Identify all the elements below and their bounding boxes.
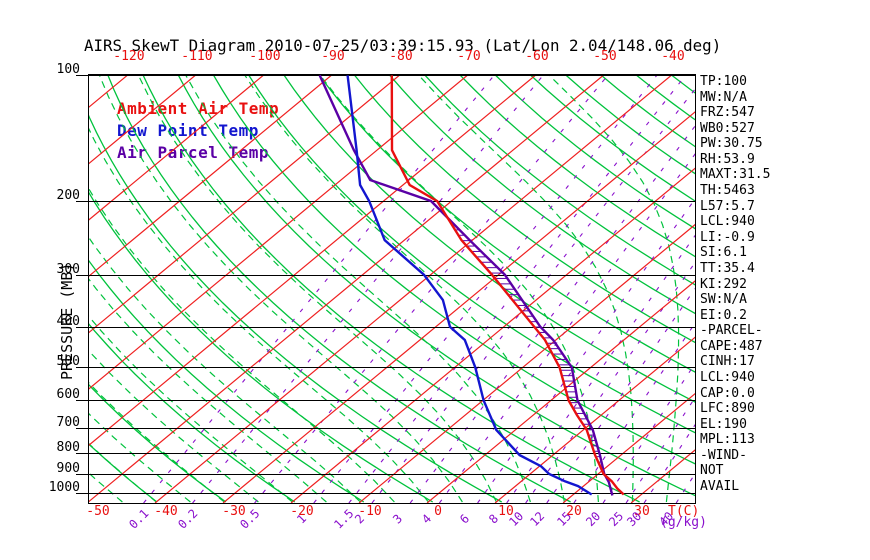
pressure-label: 700 <box>56 415 80 431</box>
stat-line: LCL:940 <box>700 214 755 230</box>
stat-line: EI:0.2 <box>700 307 747 323</box>
mixing-ratio-grid <box>143 74 695 503</box>
stat-line: TT:35.4 <box>700 260 755 276</box>
pressure-label: 100 <box>56 62 80 78</box>
sounding-curves <box>318 74 625 496</box>
pressure-label: 900 <box>56 460 80 476</box>
stat-line: AVAIL <box>700 479 740 495</box>
bottom-temp-label: -10 <box>358 504 382 519</box>
bottom-temp-label: 10 <box>498 504 514 519</box>
stat-line: CAPE:487 <box>700 338 763 354</box>
top-temp-label: -40 <box>661 49 685 64</box>
top-temp-label: -90 <box>321 49 345 64</box>
bottom-temp-label: -30 <box>222 504 246 519</box>
stats-column: TP:100 MW:N/A FRZ:547 WB0:527 PW:30.75 RH:53.… <box>700 74 868 495</box>
bottom-temp-label: 0 <box>434 504 442 519</box>
stat-line: FRZ:547 <box>700 105 755 121</box>
bottom-temp-label: -40 <box>154 504 178 519</box>
stat-line: TH:5463 <box>700 183 755 199</box>
pressure-label: 600 <box>56 387 80 403</box>
top-temp-label: -110 <box>181 49 213 64</box>
mixing-unit-label: (g/kg) <box>660 515 707 530</box>
stat-line: EL:190 <box>700 416 747 432</box>
top-temp-label: -80 <box>389 49 413 64</box>
bottom-temp-label: 20 <box>566 504 582 519</box>
stat-line: PW:30.75 <box>700 136 763 152</box>
stat-line: LI:-0.9 <box>700 229 755 245</box>
top-temp-label: -120 <box>113 49 145 64</box>
stat-line: KI:292 <box>700 276 747 292</box>
stat-line: WB0:527 <box>700 120 755 136</box>
dry-adiabat-grid <box>88 74 695 503</box>
top-temp-label: -100 <box>249 49 281 64</box>
stat-line: NOT <box>700 463 724 479</box>
bottom-temp-label: -20 <box>290 504 314 519</box>
pressure-label: 500 <box>56 354 80 370</box>
stat-line: RH:53.9 <box>700 151 755 167</box>
stat-line: TP:100 <box>700 74 747 89</box>
top-temp-label: -60 <box>525 49 549 64</box>
pressure-label: 400 <box>56 313 80 329</box>
temp-unit-label: T(C) <box>668 504 700 519</box>
stat-line: MPL:113 <box>700 432 755 448</box>
pressure-label: 200 <box>56 188 80 204</box>
stat-line: CAP:0.0 <box>700 385 755 401</box>
pressure-label: 300 <box>56 261 80 277</box>
stat-line: LFC:890 <box>700 401 755 417</box>
pressure-label: 1000 <box>48 480 80 496</box>
chart-title: AIRS SkewT Diagram 2010-07-25/03:39:15.9… <box>84 36 722 55</box>
stat-line: -PARCEL- <box>700 323 763 339</box>
parcel-curve <box>318 74 614 496</box>
cape-hatch <box>452 223 603 468</box>
stat-line: MW:N/A <box>700 89 747 105</box>
bottom-temp-label: 30 <box>634 504 650 519</box>
stat-line: SW:N/A <box>700 292 747 308</box>
stat-line: L57:5.7 <box>700 198 755 214</box>
pressure-label: 800 <box>56 439 80 455</box>
stat-line: LCL:940 <box>700 369 755 385</box>
stat-line: CINH:17 <box>700 354 755 370</box>
bottom-temp-label: -50 <box>86 504 110 519</box>
stat-line: SI:6.1 <box>700 245 747 261</box>
stat-line: MAXT:31.5 <box>700 167 771 183</box>
isotherm-grid <box>88 74 695 503</box>
plot-border <box>88 74 696 504</box>
dewpoint-curve <box>346 75 593 496</box>
top-temp-label: -70 <box>457 49 481 64</box>
stat-line: -WIND- <box>700 447 747 463</box>
ambient-temp-curve <box>390 75 625 496</box>
top-temp-label: -50 <box>593 49 617 64</box>
